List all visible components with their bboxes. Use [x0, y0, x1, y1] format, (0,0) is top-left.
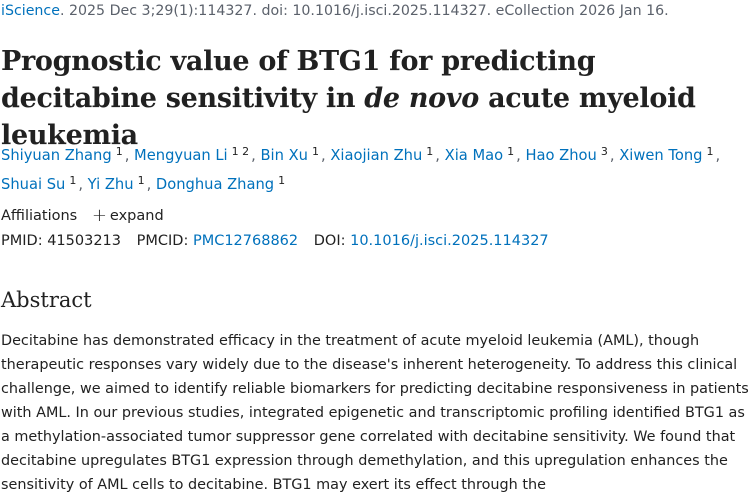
- author-link[interactable]: Donghua Zhang: [155, 176, 275, 193]
- doi-link[interactable]: 10.1016/j.isci.2025.114327: [350, 233, 549, 249]
- affiliation-marker[interactable]: 1: [115, 145, 123, 158]
- affiliation-marker[interactable]: 1 2: [231, 145, 250, 158]
- affiliation-marker[interactable]: 1: [706, 145, 714, 158]
- abstract-heading: Abstract: [1, 288, 92, 312]
- journal-link[interactable]: iScience: [1, 3, 60, 19]
- expand-affiliations-button[interactable]: + expand: [91, 205, 164, 226]
- affiliation-marker[interactable]: 1: [137, 174, 145, 187]
- author-link[interactable]: Xia Mao: [444, 147, 504, 164]
- affiliation-marker[interactable]: 1: [312, 145, 319, 158]
- affiliation-marker[interactable]: 1: [507, 145, 515, 158]
- title-part-1: Prognostic value of BTG1 for predicting …: [1, 46, 596, 114]
- citation-details: . 2025 Dec 3;29(1):114327. doi: 10.1016/…: [59, 3, 669, 19]
- identifiers-row: PMID: 41503213 PMCID: PMC12768862 DOI: 1…: [1, 233, 549, 249]
- author-link[interactable]: Shuai Su: [1, 176, 66, 193]
- author-link[interactable]: Bin Xu: [260, 147, 308, 164]
- affiliation-marker[interactable]: 1: [278, 174, 286, 187]
- affiliation-marker[interactable]: 1: [426, 145, 434, 158]
- affiliations-label: Affiliations: [1, 208, 78, 224]
- author-link[interactable]: Xiaojian Zhu: [330, 147, 423, 164]
- author-link[interactable]: Mengyuan Li: [134, 147, 228, 164]
- author-link[interactable]: Shiyuan Zhang: [1, 147, 112, 164]
- doi-label: DOI:: [313, 233, 346, 249]
- title-part-2: acute myeloid leukemia: [1, 83, 696, 151]
- pmid-value: 41503213: [47, 233, 122, 249]
- affiliation-marker[interactable]: 3: [600, 145, 608, 158]
- expand-label: expand: [109, 208, 164, 224]
- affiliation-marker[interactable]: 1: [69, 174, 77, 187]
- article-title: Prognostic value of BTG1 for predicting …: [1, 43, 746, 154]
- pmid-label: PMID:: [1, 233, 43, 249]
- abstract-text: Decitabine has demonstrated efficacy in …: [1, 333, 749, 493]
- author-link[interactable]: Hao Zhou: [525, 147, 597, 164]
- title-italic: de novo: [364, 83, 479, 114]
- pmcid-label: PMCID:: [136, 233, 189, 249]
- author-link[interactable]: Xiwen Tong: [619, 147, 703, 164]
- plus-icon: +: [91, 205, 107, 226]
- author-link[interactable]: Yi Zhu: [87, 176, 134, 193]
- pmcid-link[interactable]: PMC12768862: [192, 233, 299, 249]
- affiliations-row: Affiliations + expand: [1, 205, 164, 226]
- citation-line: iScience. 2025 Dec 3;29(1):114327. doi: …: [1, 3, 669, 19]
- author-list: Shiyuan Zhang 1, Mengyuan Li 1 2, Bin Xu 1,…: [1, 145, 721, 193]
